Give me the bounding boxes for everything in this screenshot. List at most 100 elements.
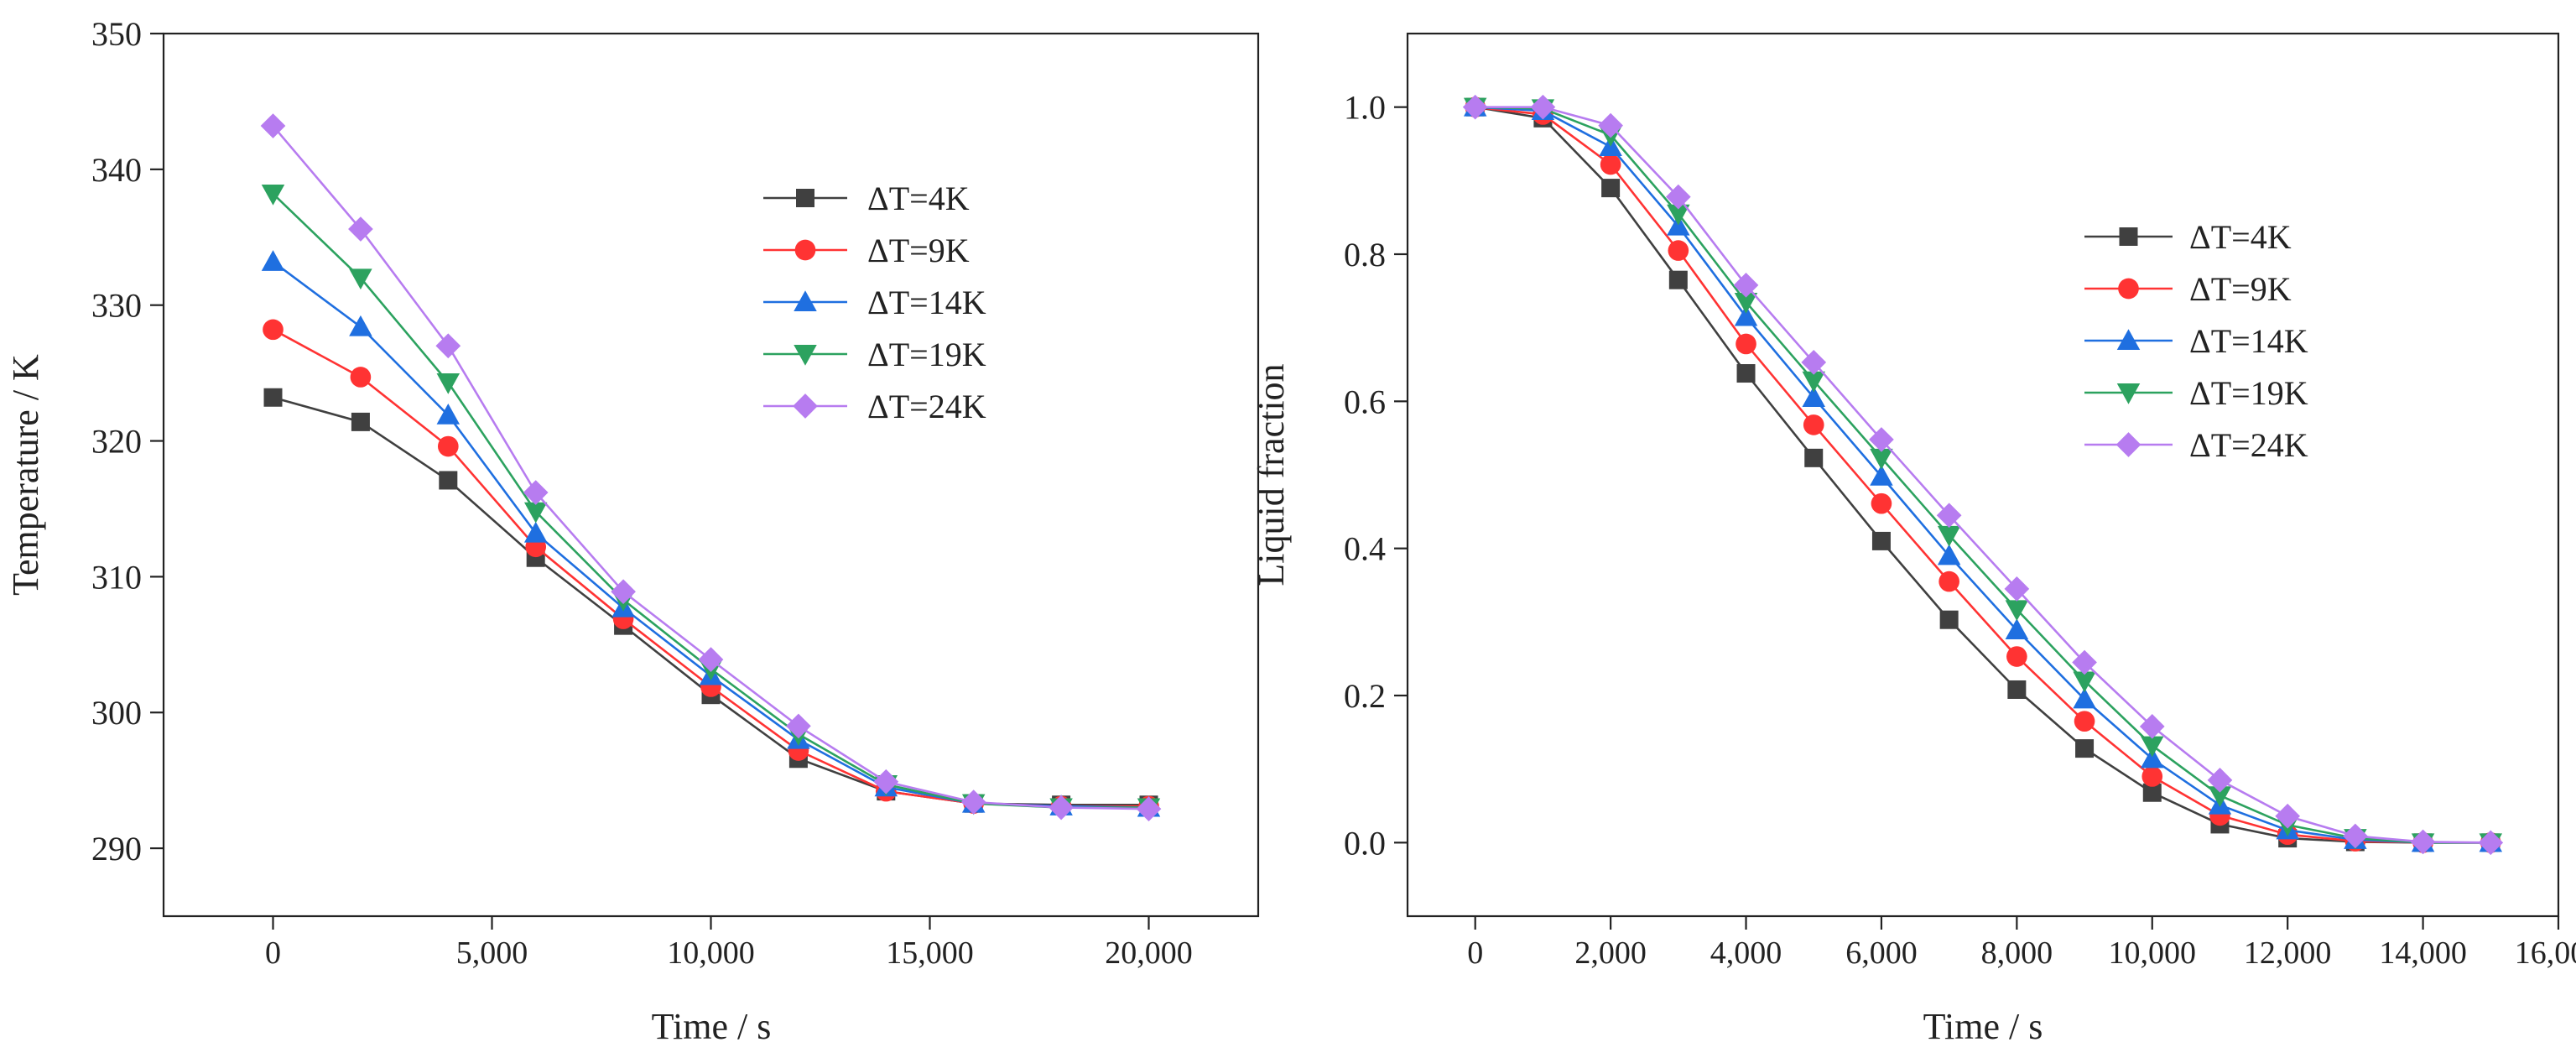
data-point (2004, 576, 2030, 602)
data-point (349, 315, 372, 336)
series-ΔT=19K (1463, 97, 2503, 855)
chart-2: 0 2,000 4,000 6,000 8,000 10,000 12,000 14,000 1… (1251, 32, 2576, 1047)
x-axis-title: Time / s (1923, 1006, 2043, 1047)
data-point (1803, 414, 1824, 435)
legend-label: ΔT=9K (2189, 270, 2292, 308)
data-point (260, 113, 286, 138)
data-point (1049, 795, 1074, 821)
series-line (1475, 106, 2491, 844)
data-point (1736, 364, 1756, 383)
data-point (1871, 531, 1891, 550)
x-tick-label: 15,000 (886, 935, 974, 971)
legend-label: ΔT=14K (2189, 322, 2308, 360)
y-tick-label: 300 (91, 694, 142, 732)
data-point (1804, 448, 1824, 467)
data-point (1937, 544, 1961, 565)
legend-entry: ΔT=4K (763, 180, 970, 217)
y-tick-label: 1.0 (1344, 89, 1386, 127)
data-point (1598, 112, 1623, 138)
data-point (1801, 350, 1827, 375)
legend-label: ΔT=14K (867, 284, 986, 321)
data-point (2478, 830, 2504, 856)
data-point (349, 268, 372, 290)
data-point (2074, 711, 2095, 732)
x-tick-label: 5,000 (456, 935, 528, 971)
series-line (272, 328, 1149, 808)
x-axis-title: Time / s (652, 1006, 772, 1047)
legend-label: ΔT=24K (2189, 426, 2308, 464)
series-ΔT=24K (260, 113, 1162, 821)
data-point (2141, 766, 2163, 787)
legend-marker (2115, 432, 2141, 457)
data-point (1802, 386, 1825, 407)
data-point (2410, 829, 2436, 855)
data-point (435, 333, 461, 359)
data-point (437, 435, 459, 457)
series-line (273, 396, 1149, 806)
data-point (960, 789, 986, 815)
data-point (2073, 671, 2096, 693)
legend-label: ΔT=4K (867, 180, 970, 217)
chart-1: 0 5,000 10,000 15,000 20,000 290 300 310 320 330 3… (5, 15, 1260, 1047)
data-point (698, 647, 724, 672)
data-point (436, 404, 461, 425)
y-tick-label: 0.4 (1344, 530, 1386, 568)
y-axis-title: Liquid fraction (1251, 363, 1292, 586)
data-point (1600, 154, 1621, 175)
data-point (1530, 94, 1556, 120)
series-line (1475, 106, 2491, 844)
data-point (2073, 687, 2096, 709)
legend: ΔT=4K ΔT=9K ΔT=14K ΔT=19K ΔT=24K (763, 180, 986, 425)
series-line (272, 260, 1149, 809)
legend-entry: ΔT=14K (2084, 322, 2308, 360)
y-axis-title: Temperature / K (5, 354, 46, 596)
legend-marker (796, 189, 814, 207)
data-point (2141, 736, 2164, 758)
data-point (2075, 739, 2095, 758)
data-point (1734, 292, 1758, 314)
y-tick-label: 350 (91, 15, 142, 53)
series-ΔT=9K (1465, 96, 2501, 853)
x-tick-label: 20,000 (1105, 935, 1193, 971)
data-point (1601, 179, 1621, 198)
legend-entry: ΔT=24K (2084, 426, 2308, 464)
legend: ΔT=4K ΔT=9K ΔT=14K ΔT=19K ΔT=24K (2084, 218, 2308, 464)
data-point (523, 502, 548, 524)
series-ΔT=19K (261, 184, 1161, 820)
series-line (1475, 106, 2491, 844)
x-tick-label: 14,000 (2379, 935, 2467, 971)
y-tick-label: 0.6 (1344, 383, 1386, 420)
legend-entry: ΔT=4K (2084, 218, 2292, 256)
data-point (351, 412, 370, 431)
data-point (1869, 427, 1894, 452)
legend-label: ΔT=19K (2189, 374, 2308, 412)
series-ΔT=4K (263, 388, 1158, 815)
y-tick-label: 290 (91, 830, 142, 868)
legend-marker (794, 239, 816, 261)
data-point (1939, 610, 1959, 629)
data-point (2006, 646, 2027, 667)
legend-entry: ΔT=9K (2084, 270, 2292, 308)
x-tick-label: 10,000 (2109, 935, 2197, 971)
data-point (1668, 240, 1689, 261)
legend-entry: ΔT=24K (763, 388, 986, 425)
legend-label: ΔT=24K (867, 388, 986, 425)
data-point (523, 521, 548, 543)
data-point (263, 319, 284, 341)
legend-marker (2116, 383, 2141, 404)
data-point (2005, 600, 2029, 622)
y-tick-label: 310 (91, 558, 142, 596)
series-ΔT=14K (1463, 95, 2503, 852)
data-point (1939, 571, 1959, 592)
data-point (350, 367, 372, 388)
series-ΔT=24K (1462, 94, 2504, 856)
data-point (1937, 525, 1961, 547)
data-point (348, 216, 373, 242)
y-tick-label: 330 (91, 287, 142, 325)
legend-marker (2118, 278, 2139, 300)
series-ΔT=14K (261, 250, 1161, 817)
data-point (2343, 823, 2368, 849)
x-tick-label: 8,000 (1981, 935, 2053, 971)
data-point (263, 388, 283, 407)
